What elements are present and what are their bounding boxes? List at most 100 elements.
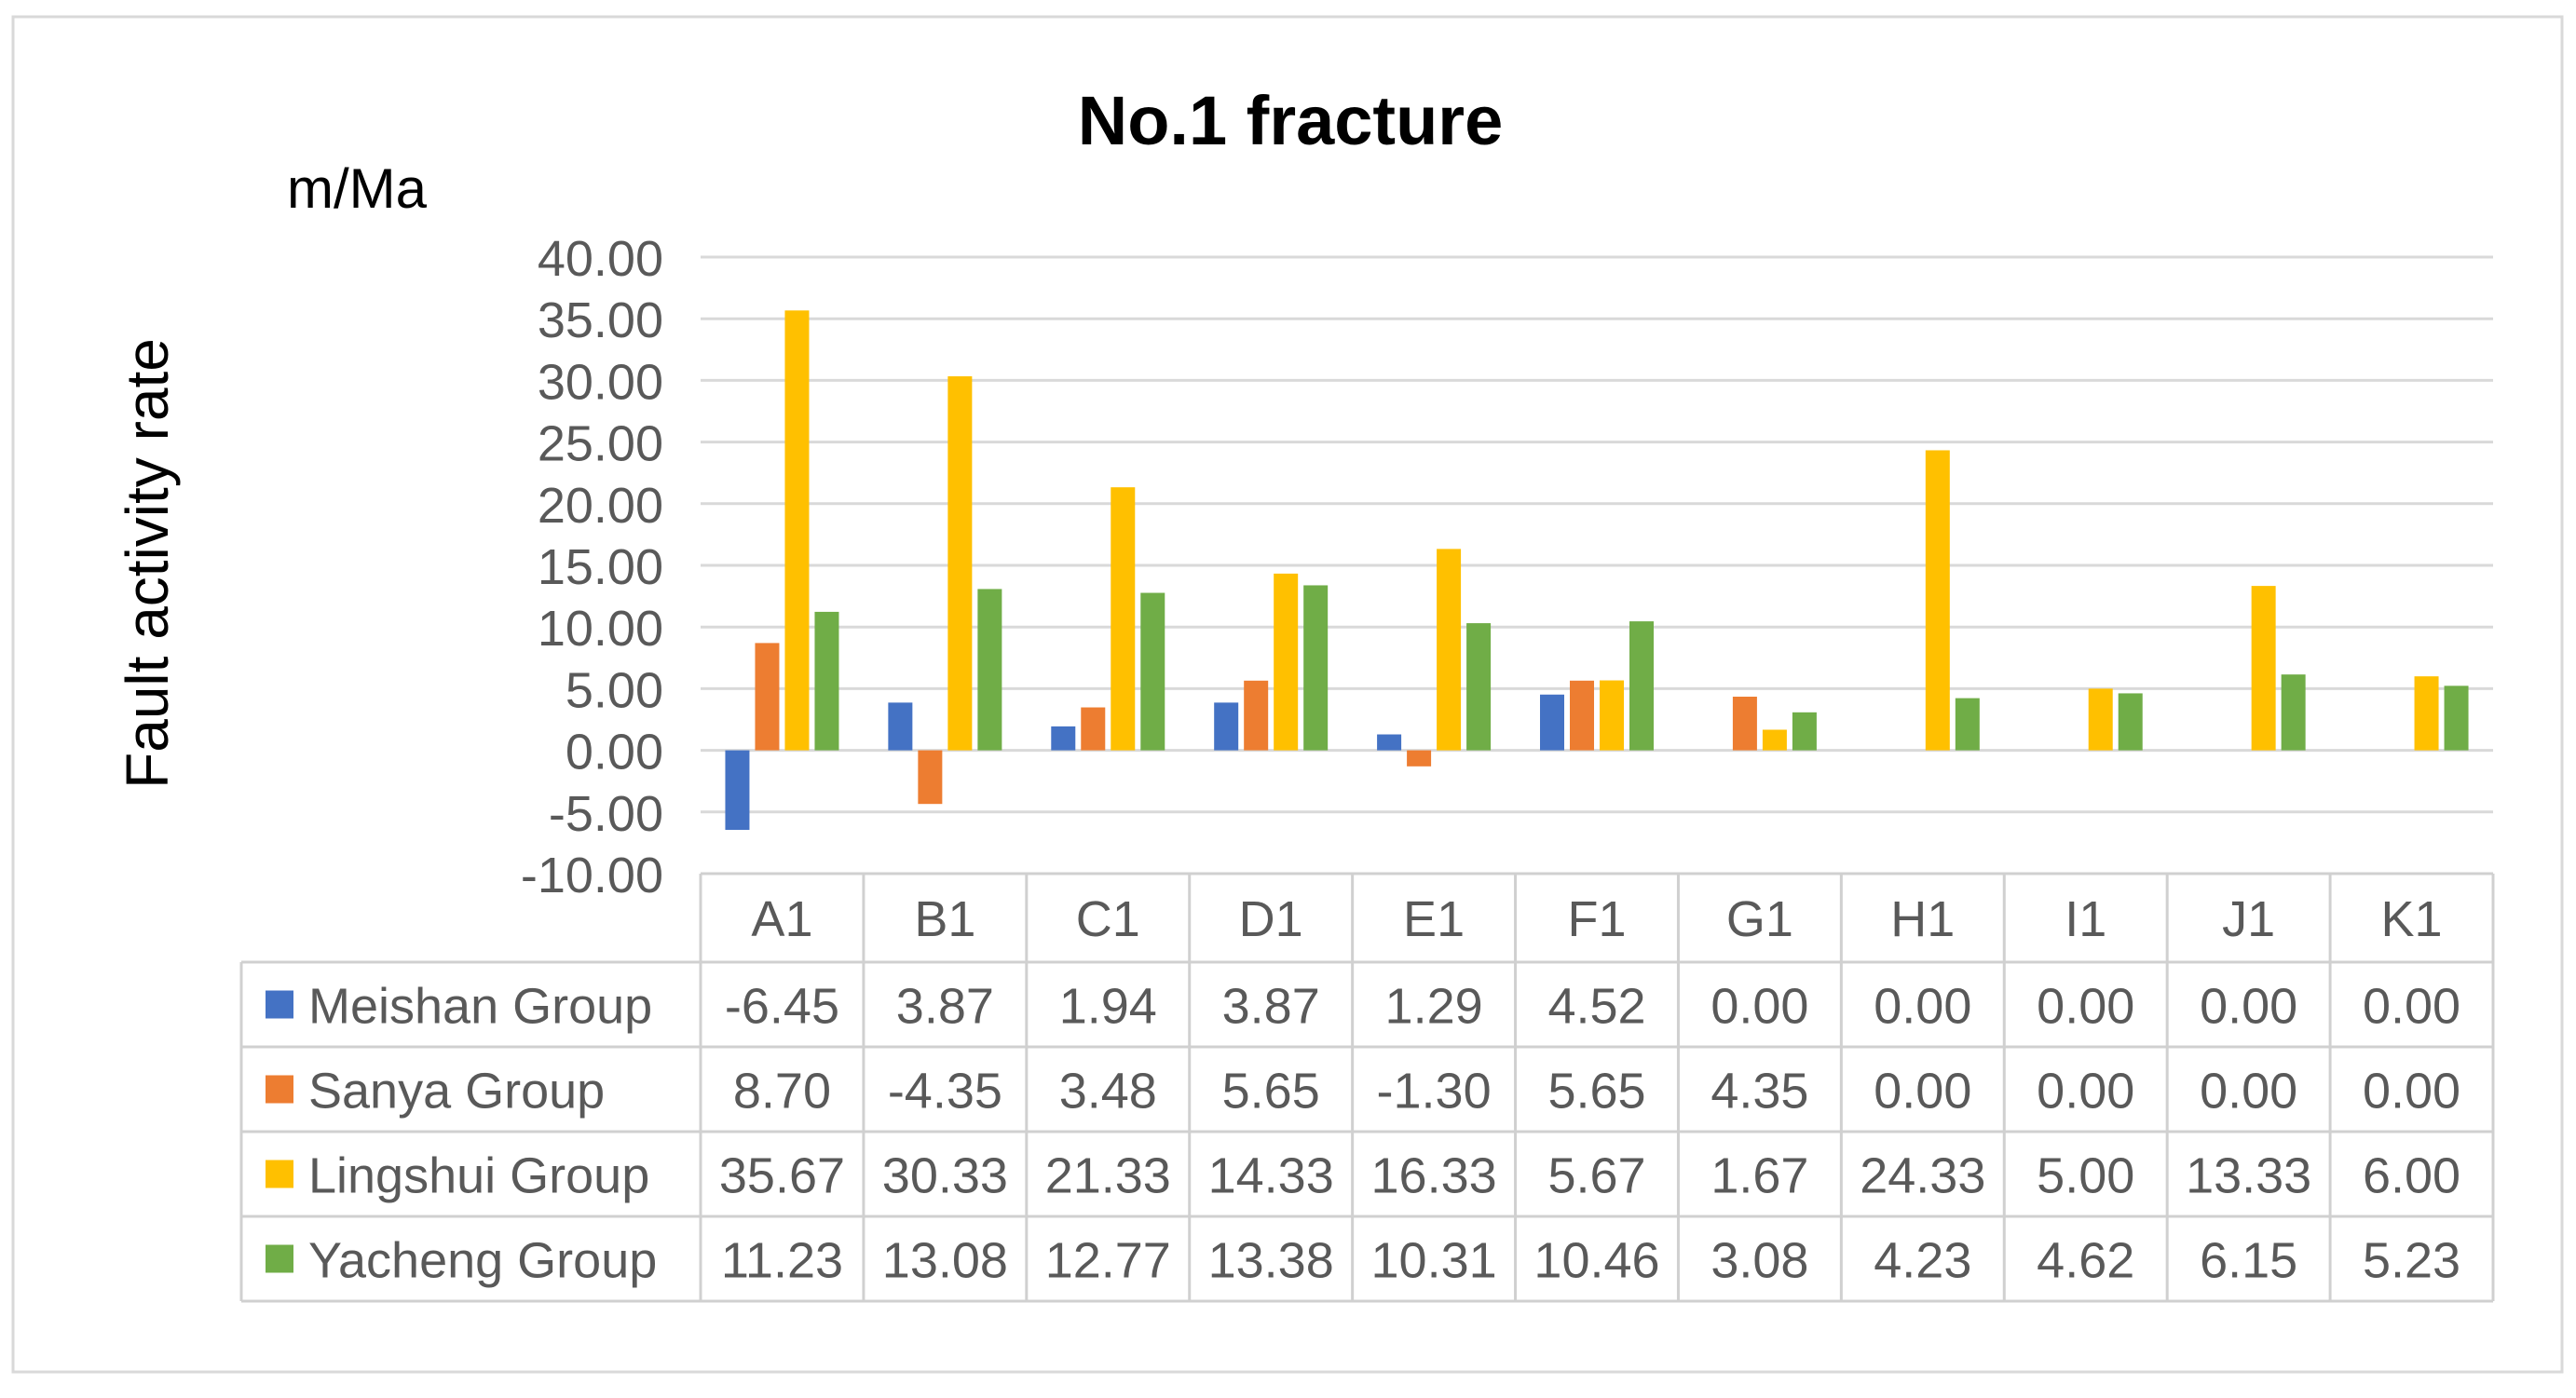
data-table-value: 5.00	[2037, 1148, 2134, 1204]
category-label: F1	[1567, 891, 1626, 947]
category-label: H1	[1890, 891, 1955, 947]
legend-key	[266, 990, 293, 1019]
bar-sanya-group-g1	[1732, 697, 1757, 751]
data-table-value: -6.45	[725, 979, 839, 1035]
data-table-value: 5.65	[1222, 1064, 1320, 1120]
data-table-value: 4.52	[1547, 979, 1645, 1035]
category-label: I1	[2065, 891, 2106, 947]
category-label: C1	[1076, 891, 1140, 947]
y-tick-label: 10.00	[538, 601, 663, 657]
bar-yacheng-group-d1	[1303, 585, 1329, 751]
data-table-value: 3.48	[1059, 1064, 1157, 1120]
bar-meishan-group-d1	[1214, 702, 1239, 751]
data-table-value: 10.31	[1371, 1233, 1497, 1289]
data-table-value: 1.94	[1059, 979, 1157, 1035]
data-table-value: 1.67	[1711, 1148, 1808, 1204]
data-table-value: 0.00	[1711, 979, 1808, 1035]
bar-lingshui-group-f1	[1600, 680, 1624, 751]
y-tick-label: 15.00	[538, 539, 663, 595]
data-table-value: 13.33	[2186, 1148, 2311, 1204]
bar-sanya-group-d1	[1244, 680, 1269, 751]
data-table-value: 4.35	[1711, 1064, 1808, 1120]
data-table-value: 13.08	[882, 1233, 1008, 1289]
data-table-value: 0.00	[2200, 979, 2297, 1035]
y-tick-label: 5.00	[566, 662, 663, 718]
y-axis-label: Fault activity rate	[114, 338, 181, 789]
data-table-value: 24.33	[1860, 1148, 1985, 1204]
bar-lingshui-group-b1	[947, 376, 973, 751]
data-table-value: 14.33	[1208, 1148, 1334, 1204]
data-table-value: 3.87	[896, 979, 994, 1035]
bar-sanya-group-f1	[1570, 680, 1594, 751]
bar-yacheng-group-c1	[1140, 592, 1165, 751]
bar-lingshui-group-k1	[2414, 676, 2439, 751]
bar-lingshui-group-i1	[2088, 688, 2113, 751]
data-table-value: 6.00	[2363, 1148, 2460, 1204]
legend-label: Yacheng Group	[308, 1233, 657, 1289]
category-label: B1	[914, 891, 975, 947]
data-table-value: -1.30	[1377, 1064, 1492, 1120]
data-table-value: 11.23	[721, 1233, 843, 1289]
legend-key	[266, 1160, 293, 1188]
bar-meishan-group-e1	[1377, 734, 1402, 751]
y-tick-label: 30.00	[538, 354, 663, 410]
bar-meishan-group-c1	[1051, 726, 1076, 751]
bar-sanya-group-c1	[1081, 707, 1106, 751]
data-table-value: 3.08	[1711, 1233, 1808, 1289]
data-table-value: 0.00	[2037, 979, 2134, 1035]
y-tick-label: 35.00	[538, 292, 663, 348]
bar-meishan-group-b1	[888, 702, 913, 751]
data-table-value: 3.87	[1222, 979, 1320, 1035]
data-table-value: 8.70	[733, 1064, 831, 1120]
bar-yacheng-group-g1	[1792, 712, 1817, 751]
legend-label: Lingshui Group	[308, 1148, 649, 1204]
bar-sanya-group-e1	[1407, 750, 1432, 767]
data-table-value: 30.33	[882, 1148, 1008, 1204]
data-table-value: 0.00	[2363, 1064, 2460, 1120]
bar-yacheng-group-a1	[814, 611, 839, 751]
bar-meishan-group-f1	[1540, 694, 1564, 751]
bar-lingshui-group-e1	[1437, 549, 1462, 751]
bar-yacheng-group-f1	[1629, 621, 1654, 751]
category-label: D1	[1239, 891, 1303, 947]
category-label: A1	[751, 891, 812, 947]
y-tick-label: 20.00	[538, 478, 663, 534]
y-axis-unit: m/Ma	[287, 157, 428, 220]
legend-label: Meishan Group	[308, 979, 652, 1035]
data-table-value: 10.46	[1533, 1233, 1659, 1289]
bar-yacheng-group-e1	[1466, 623, 1492, 751]
bar-meishan-group-a1	[725, 750, 750, 830]
data-table-value: 0.00	[1874, 979, 1971, 1035]
y-tick-label: 25.00	[538, 416, 663, 472]
bar-lingshui-group-a1	[784, 310, 810, 751]
data-table-value: 5.67	[1547, 1148, 1645, 1204]
bar-lingshui-group-c1	[1111, 487, 1136, 751]
data-table: A1 B1 C1 D1 E1 F1 G1 H1 I1 J1 K1 Meishan Group -6.45…	[239, 872, 2495, 1303]
category-label: J1	[2222, 891, 2275, 947]
category-label: G1	[1726, 891, 1793, 947]
bar-yacheng-group-b1	[977, 589, 1002, 751]
data-table-value: 21.33	[1045, 1148, 1171, 1204]
legend-key	[266, 1075, 293, 1104]
data-table-value: 0.00	[2200, 1064, 2297, 1120]
bar-lingshui-group-j1	[2251, 586, 2276, 751]
data-table-value: 5.65	[1547, 1064, 1645, 1120]
bar-lingshui-group-h1	[1925, 450, 1950, 751]
y-tick-label: -10.00	[521, 848, 663, 903]
data-table-value: 4.62	[2037, 1233, 2134, 1289]
data-table-value: 0.00	[1874, 1064, 1971, 1120]
data-table-value: 16.33	[1371, 1148, 1497, 1204]
bar-yacheng-group-j1	[2281, 674, 2306, 751]
chart-title: No.1 fracture	[1078, 82, 1503, 159]
category-label: E1	[1403, 891, 1465, 947]
category-label: K1	[2381, 891, 2443, 947]
y-tick-label: 40.00	[538, 231, 663, 287]
bar-lingshui-group-g1	[1762, 729, 1787, 751]
data-table-value: 6.15	[2200, 1233, 2297, 1289]
data-table-value: 0.00	[2037, 1064, 2134, 1120]
legend-key	[266, 1244, 293, 1273]
legend-label: Sanya Group	[308, 1064, 605, 1120]
